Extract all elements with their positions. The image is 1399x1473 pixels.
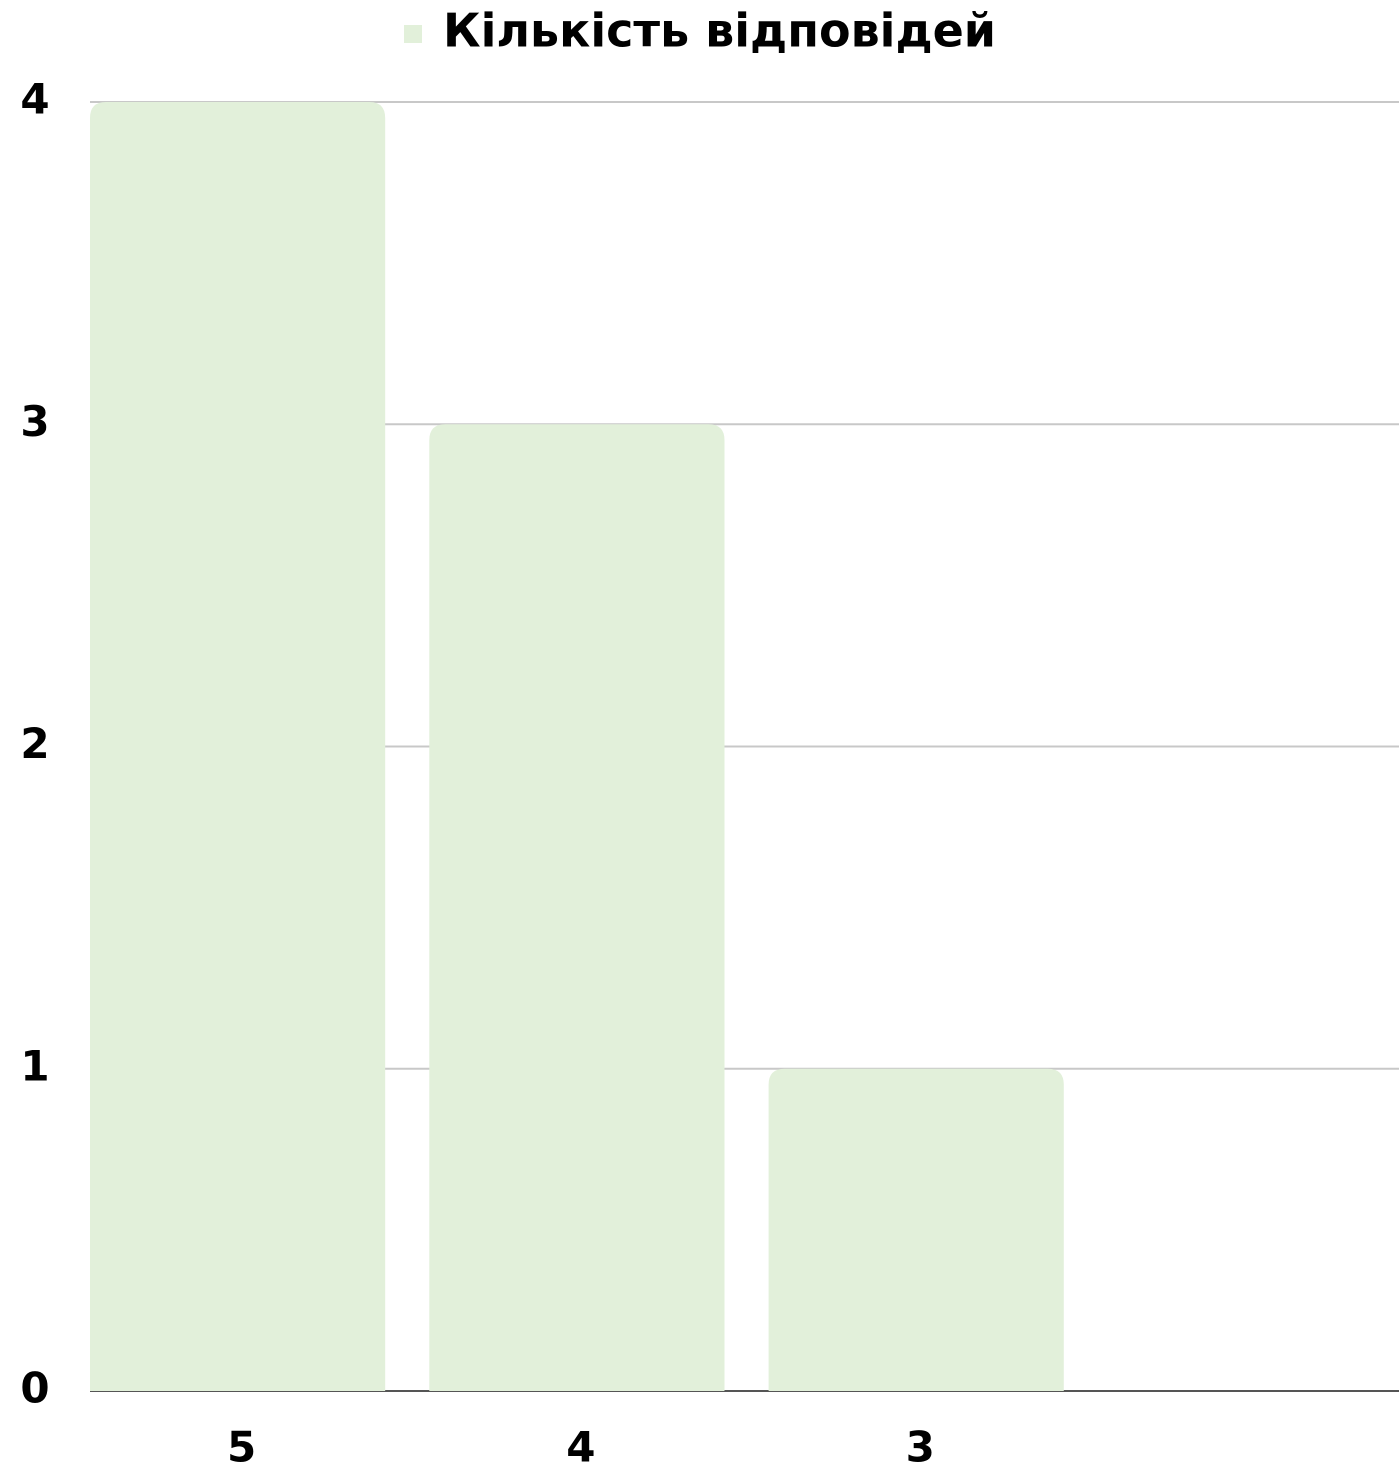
y-tick-label: 3 [20, 397, 49, 446]
legend-label: Кількість відповідей [443, 4, 996, 58]
y-tick-label: 1 [20, 1041, 49, 1090]
x-tick-label: 3 [906, 1423, 935, 1472]
bar [768, 1068, 1064, 1391]
x-tick-label: 4 [566, 1423, 595, 1472]
y-tick-label: 4 [20, 75, 49, 124]
y-tick-label: 0 [20, 1364, 49, 1413]
bar [429, 424, 725, 1391]
y-tick-label: 2 [20, 719, 49, 768]
x-tick-label: 5 [227, 1423, 256, 1472]
legend-swatch [404, 25, 422, 43]
bar [90, 102, 386, 1391]
